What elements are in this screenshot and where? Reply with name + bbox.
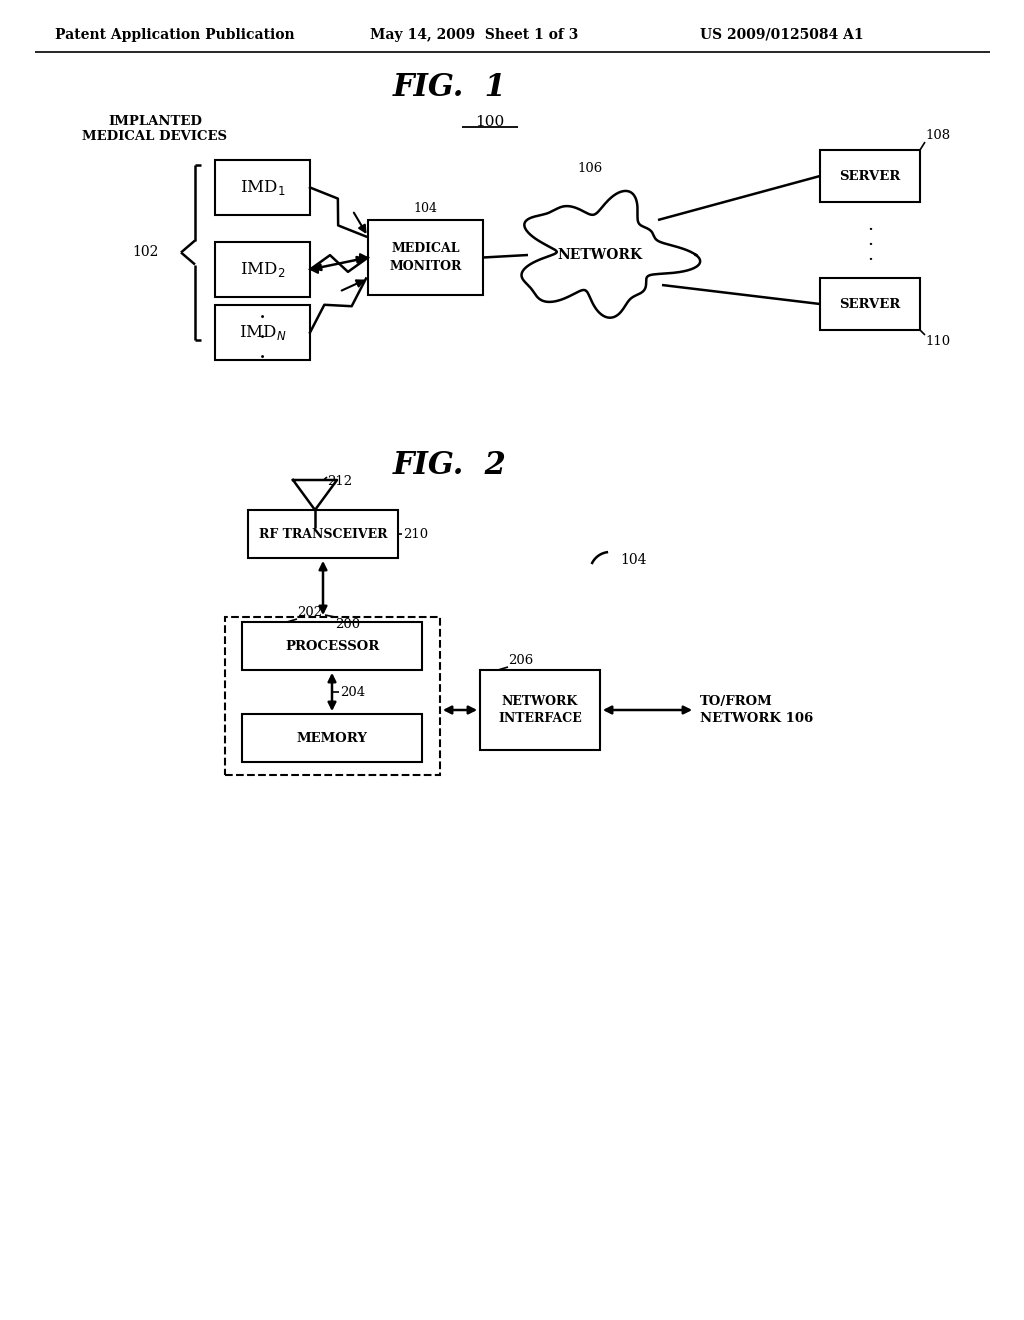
Bar — [242, 714, 422, 762]
Text: 202: 202 — [297, 606, 323, 619]
Polygon shape — [293, 480, 337, 510]
Text: NETWORK: NETWORK — [557, 248, 643, 261]
Text: 210: 210 — [403, 528, 428, 540]
Text: 106: 106 — [578, 162, 603, 176]
Text: 206: 206 — [508, 653, 534, 667]
Text: IMD$_N$: IMD$_N$ — [239, 323, 287, 342]
Text: SERVER: SERVER — [840, 297, 901, 310]
Text: SERVER: SERVER — [840, 169, 901, 182]
Text: ·: · — [259, 347, 266, 370]
Bar — [215, 242, 310, 297]
Bar — [248, 510, 398, 558]
Text: Patent Application Publication: Patent Application Publication — [55, 28, 295, 42]
Text: 108: 108 — [925, 129, 950, 143]
Bar — [215, 160, 310, 215]
Text: ·: · — [867, 236, 873, 253]
Text: May 14, 2009  Sheet 1 of 3: May 14, 2009 Sheet 1 of 3 — [370, 28, 579, 42]
Text: ·: · — [867, 220, 873, 239]
Text: MEDICAL
MONITOR: MEDICAL MONITOR — [389, 243, 462, 272]
Bar — [480, 671, 600, 750]
Text: US 2009/0125084 A1: US 2009/0125084 A1 — [700, 28, 863, 42]
Bar — [820, 279, 920, 330]
Text: FIG.  2: FIG. 2 — [393, 450, 507, 480]
Text: 200: 200 — [335, 618, 360, 631]
Text: RF TRANSCEIVER: RF TRANSCEIVER — [259, 528, 387, 540]
Bar — [215, 305, 310, 360]
Text: 104: 104 — [620, 553, 646, 568]
Text: 104: 104 — [414, 202, 437, 215]
Text: 102: 102 — [133, 246, 159, 260]
Text: IMPLANTED
MEDICAL DEVICES: IMPLANTED MEDICAL DEVICES — [83, 115, 227, 143]
Text: TO/FROM
NETWORK 106: TO/FROM NETWORK 106 — [700, 696, 813, 725]
Text: 110: 110 — [925, 335, 950, 348]
Text: NETWORK
INTERFACE: NETWORK INTERFACE — [498, 696, 582, 725]
Text: ·: · — [259, 327, 266, 348]
Text: ·: · — [867, 251, 873, 269]
Text: PROCESSOR: PROCESSOR — [285, 639, 379, 652]
Text: 100: 100 — [475, 115, 505, 129]
Text: IMD$_2$: IMD$_2$ — [240, 260, 285, 279]
Polygon shape — [521, 191, 700, 318]
Bar — [225, 616, 440, 775]
Text: ·: · — [259, 308, 266, 329]
Bar — [242, 622, 422, 671]
Text: IMD$_1$: IMD$_1$ — [240, 178, 286, 197]
Bar — [820, 150, 920, 202]
Text: 204: 204 — [340, 685, 366, 698]
Text: 212: 212 — [327, 475, 352, 488]
Text: FIG.  1: FIG. 1 — [393, 73, 507, 103]
Bar — [368, 220, 483, 294]
Text: MEMORY: MEMORY — [297, 731, 368, 744]
